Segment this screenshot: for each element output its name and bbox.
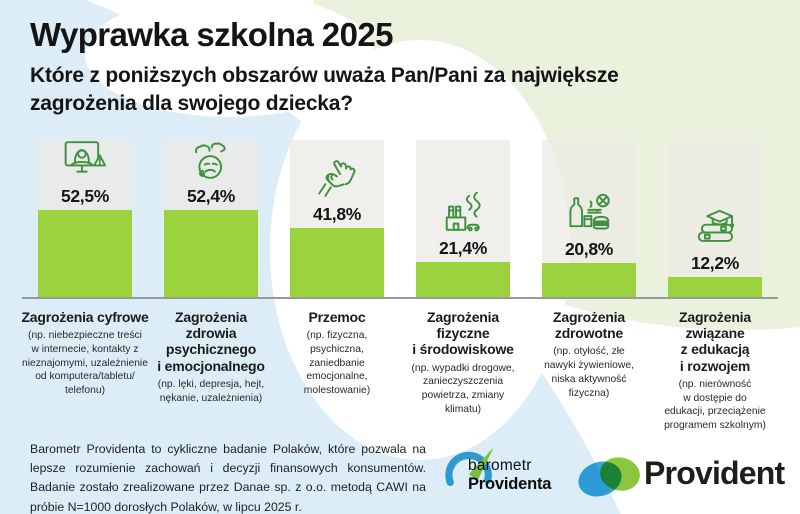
gauge-icon	[445, 447, 494, 486]
bar-fill	[164, 210, 258, 297]
category-title: Zagrożenia fizyczne i środowiskowe	[412, 309, 514, 358]
bar-column: 21,4% Zagrożenia fizyczne i środowiskowe…	[400, 140, 526, 433]
cyber-threat-icon	[64, 141, 107, 173]
bar-value-label: 21,4%	[438, 238, 488, 258]
category-description: (np. lęki, depresja, hejt, nękanie, uzal…	[157, 378, 265, 404]
category-description: (np. fizyczna, psychiczna, zaniedbanie e…	[303, 330, 371, 396]
bar-track: 20,8%	[542, 140, 636, 297]
bar-value-label: 52,5%	[60, 186, 110, 206]
category-title: Zagrożenia związane z edukacją i rozwoje…	[679, 309, 751, 374]
category-title: Zagrożenia zdrowotne	[553, 309, 625, 342]
bar-value-label: 12,2%	[690, 253, 740, 273]
provident-wordmark: Provident	[644, 455, 785, 491]
methodology-note: Barometr Providenta to cykliczne badanie…	[30, 442, 426, 514]
mental-health-icon	[194, 142, 226, 179]
bar-track: 52,5%	[38, 140, 132, 297]
bar-track: 41,8%	[290, 140, 384, 297]
bar-value-label: 52,4%	[186, 186, 236, 206]
bar-track: 21,4%	[416, 140, 510, 297]
category-description: (np. wypadki drogowe, zanieczyszczenia p…	[411, 362, 515, 415]
chart-baseline	[22, 297, 778, 299]
education-icon	[697, 209, 735, 242]
bar-track: 52,4%	[164, 140, 258, 297]
bar-fill	[38, 210, 132, 297]
page-title: Wyprawka szkolna 2025	[30, 16, 393, 53]
providenta-label: Providenta	[468, 475, 552, 493]
category-title: Zagrożenia zdrowia psychicznego i emocjo…	[157, 309, 265, 374]
barometr-providenta-logo: barometr Providenta	[445, 443, 586, 509]
bar-fill	[542, 263, 636, 297]
bar-fill	[290, 228, 384, 297]
bar-fill	[668, 277, 762, 297]
bar-column: 52,4% Zagrożenia zdrowia psychicznego i …	[148, 140, 274, 433]
bar-chart: 52,5% Zagrożenia cyfrowe (np. niebezpiec…	[21, 140, 778, 433]
survey-question: Które z poniższych obszarów uważa Pan/Pa…	[30, 64, 619, 115]
category-title: Zagrożenia cyfrowe	[21, 309, 149, 325]
category-description: (np. niebezpieczne treści w internecie, …	[22, 330, 148, 396]
bar-column: 41,8% Przemoc (np. fizyczna, psychiczna,…	[274, 140, 400, 433]
environmental-hazard-icon	[445, 191, 481, 232]
provident-logo-icon	[578, 457, 640, 497]
bar-value-label: 41,8%	[312, 204, 362, 224]
provident-logo: Provident	[576, 448, 794, 508]
category-description: (np. otyłość, złe nawyki żywieniowe, nis…	[544, 346, 634, 399]
unhealthy-lifestyle-icon	[569, 193, 610, 230]
violence-icon	[318, 160, 356, 197]
bar-column: 20,8% Zagrożenia zdrowotne (np. otyłość,…	[526, 140, 652, 433]
category-title: Przemoc	[308, 309, 366, 325]
bar-fill	[416, 262, 510, 297]
bar-value-label: 20,8%	[564, 239, 614, 259]
category-description: (np. nierówność w dostępie do edukacji, …	[664, 378, 766, 431]
bar-column: 52,5% Zagrożenia cyfrowe (np. niebezpiec…	[21, 140, 149, 433]
bar-track: 12,2%	[668, 140, 762, 297]
bar-column: 12,2% Zagrożenia związane z edukacją i r…	[652, 140, 778, 433]
barometr-label: barometr	[468, 457, 532, 474]
